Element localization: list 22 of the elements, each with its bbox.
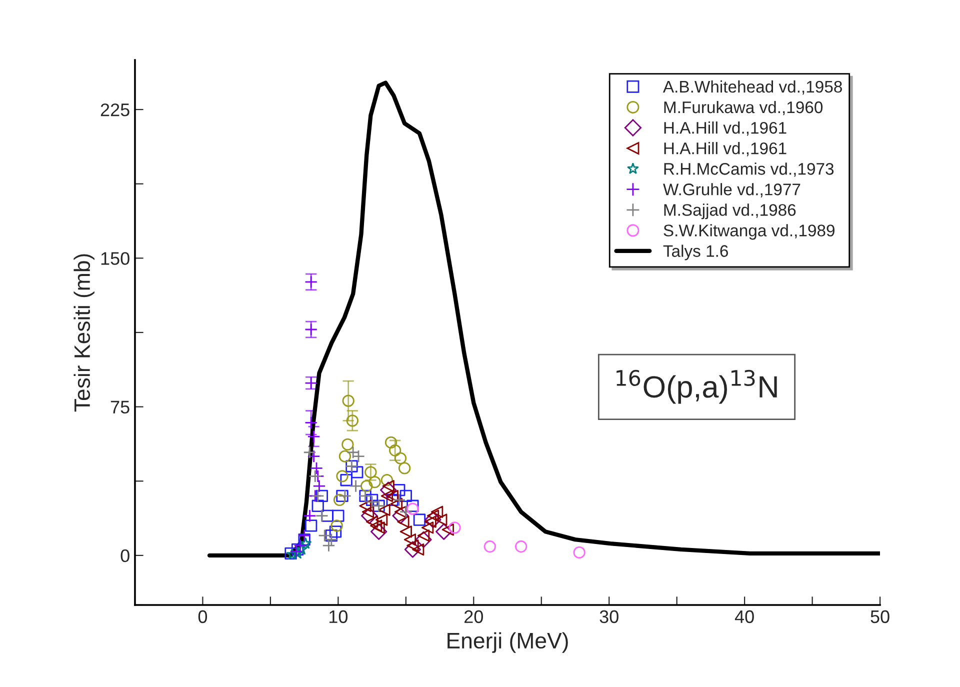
x-tick-label: 50 xyxy=(870,610,890,624)
y-axis-title: Tesir Kesiti (mb) xyxy=(74,254,94,412)
y-tick-label: 150 xyxy=(101,252,130,265)
x-tick-label: 0 xyxy=(198,610,208,624)
annotation: $^{16}$O(p,a)$^{13}$N xyxy=(616,370,777,404)
x-tick-label: 10 xyxy=(330,610,348,624)
legend-label: H.A.Hill vd.,1961 xyxy=(664,122,786,136)
legend-label: Talys 1.6 xyxy=(663,244,728,260)
legend-label: M.Sajjad vd.,1986 xyxy=(664,204,796,220)
x-tick-label: 20 xyxy=(464,610,483,624)
legend-label: H.A.Hill vd.,1961 xyxy=(664,142,786,156)
legend-label: S.W.Kitwanga vd.,1989 xyxy=(664,224,834,240)
y-tick-label: 225 xyxy=(100,103,130,116)
legend-label: M.Furukawa vd.,1960 xyxy=(664,100,823,116)
x-axis-title: Enerji (MeV) xyxy=(448,632,568,653)
y-tick-label: 0 xyxy=(120,549,130,562)
legend-label: A.B.Whitehead vd.,1958 xyxy=(662,80,842,95)
x-tick-label: 40 xyxy=(734,610,754,624)
x-tick-label: 30 xyxy=(600,610,618,624)
legend-label: R.H.McCamis vd.,1973 xyxy=(664,162,834,177)
legend-label: W.Gruhle vd.,1977 xyxy=(663,183,800,198)
y-tick-label: 75 xyxy=(110,400,130,414)
